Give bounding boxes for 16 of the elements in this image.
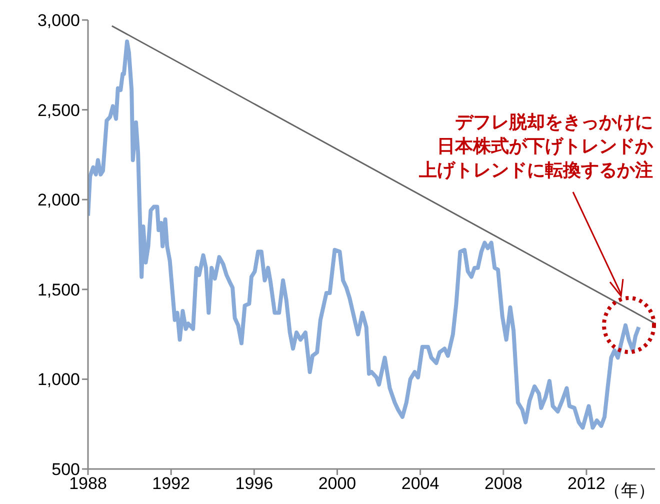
x-tick-label: 1996 [235,474,274,494]
x-tick-label: 2012 [568,474,606,494]
x-tick-label: 1992 [152,474,190,494]
x-tick-label: 2008 [484,474,522,494]
annotation: デフレ脱却をきっかけに [455,112,653,132]
annotation: 日本株式が下げトレンドか [437,136,654,156]
y-tick-label: 3,000 [37,11,80,30]
y-tick-label: 1,000 [37,370,80,390]
y-tick-label: 2,000 [37,190,80,210]
y-tick-label: 2,500 [37,100,80,120]
y-tick-label: 1,500 [37,280,80,300]
x-tick-label: 2000 [318,474,356,494]
x-axis-title: （年） [604,481,655,500]
x-tick-label: 2004 [401,474,440,494]
x-tick-label: 1988 [69,474,107,494]
annotation: 上げトレンドに転換するか注 [418,160,653,180]
